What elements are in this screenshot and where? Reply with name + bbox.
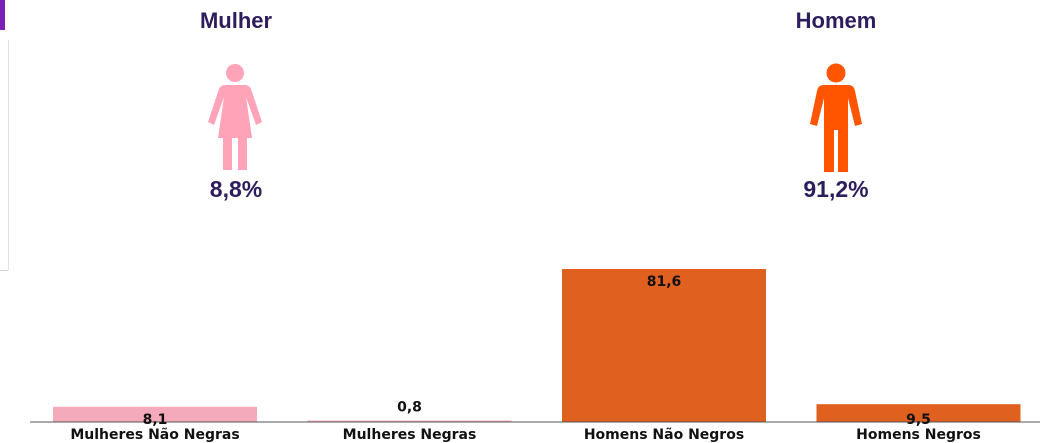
bar (816, 404, 1021, 422)
bar (562, 269, 766, 422)
female-percent: 8,8% (209, 176, 263, 202)
category-label: Mulheres Negras (343, 427, 477, 443)
corner-accent (0, 0, 5, 30)
female-title: Mulher (199, 8, 273, 33)
male-title: Homem (795, 8, 877, 33)
woman-icon (208, 64, 262, 170)
bar-value-label: 8,1 (143, 412, 168, 428)
left-divider (8, 40, 9, 270)
bar-value-label: 81,6 (647, 274, 682, 290)
bar-chart: 8,1 0,8 81,6 9,5 Mulheres Não Negras Mulhere… (30, 269, 1040, 443)
bar (53, 406, 257, 422)
category-label: Homens Negros (856, 427, 981, 443)
bar (307, 420, 512, 422)
left-divider-tick (0, 270, 8, 271)
bar-value-label: 9,5 (906, 412, 931, 428)
category-label: Homens Não Negros (584, 427, 744, 443)
bar-value-label: 0,8 (397, 400, 422, 416)
male-percent: 91,2% (803, 176, 869, 202)
category-label: Mulheres Não Negras (70, 427, 239, 443)
man-icon (810, 63, 862, 172)
